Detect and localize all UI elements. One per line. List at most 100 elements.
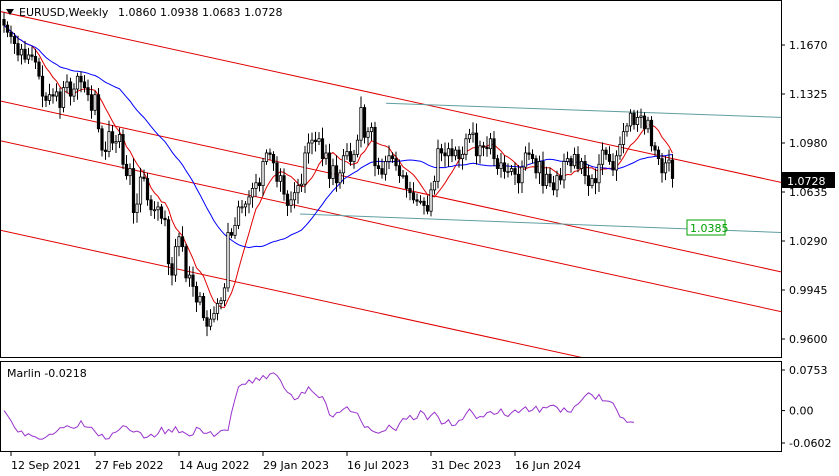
candle-body: [527, 152, 531, 155]
candle: [625, 123, 629, 137]
candle: [362, 104, 367, 144]
time-tick-label: 16 Jul 2023: [347, 459, 409, 472]
indicator-tick-label: 0.00: [789, 405, 814, 418]
time-axis: 12 Sep 2021 27 Feb 2022 14 Aug 2022 29 Jan …: [10, 451, 581, 472]
candle-body: [177, 236, 181, 248]
candle-body: [254, 182, 258, 189]
candle-body: [464, 138, 468, 155]
candle-body: [572, 153, 577, 167]
candle-body: [621, 131, 626, 145]
candle: [184, 243, 188, 283]
candle: [432, 175, 437, 195]
candle: [579, 157, 584, 175]
candle-body: [331, 165, 335, 179]
candle: [523, 146, 528, 171]
candle-body: [268, 152, 272, 155]
candle-body: [562, 161, 566, 181]
candle: [572, 147, 577, 169]
candle: [180, 226, 185, 252]
candle: [2, 12, 6, 33]
candle: [390, 152, 395, 163]
candle-body: [548, 173, 552, 184]
candle-body: [544, 173, 549, 187]
candle-body: [453, 149, 458, 157]
candle: [149, 195, 153, 216]
candle: [551, 175, 556, 196]
candle-body: [457, 149, 461, 160]
candle: [509, 164, 514, 176]
candle-body: [394, 158, 398, 167]
candle-body: [642, 115, 647, 130]
candle: [373, 121, 377, 177]
candle: [334, 155, 339, 192]
price-tick-label: 1.1670: [789, 39, 828, 52]
candle: [324, 144, 328, 165]
candle-body: [492, 138, 496, 160]
candle-body: [226, 232, 230, 289]
candle: [82, 75, 87, 93]
candle-body: [369, 126, 374, 133]
candle: [166, 216, 171, 276]
candle-body: [401, 175, 405, 178]
symbol-menu-arrow-icon[interactable]: [6, 9, 14, 15]
candle: [415, 193, 419, 206]
candle: [261, 157, 265, 196]
candle-body: [628, 112, 633, 127]
candle: [534, 155, 538, 179]
candle: [30, 46, 34, 61]
current-price-text: 1.0728: [787, 175, 826, 188]
candle: [537, 155, 542, 184]
candle: [359, 96, 363, 148]
candle-body: [170, 263, 174, 276]
candle-body: [261, 161, 265, 187]
candle: [569, 155, 573, 173]
main-panel-frame: [0, 0, 782, 358]
candle: [660, 153, 664, 183]
candle: [506, 163, 510, 178]
candle-body: [201, 295, 206, 319]
candle-body: [397, 165, 402, 177]
candle: [47, 83, 52, 105]
candle: [369, 122, 374, 141]
candle-body: [499, 162, 503, 169]
candle-body: [131, 168, 136, 213]
candle-body: [114, 141, 118, 144]
candle-body: [271, 153, 276, 164]
candle-body: [292, 192, 297, 201]
candle-body: [439, 148, 444, 154]
candle: [278, 168, 283, 192]
candle: [19, 43, 24, 65]
candle: [464, 133, 468, 161]
candle-body: [166, 219, 171, 265]
candle: [460, 146, 465, 170]
candle-body: [33, 55, 38, 63]
candle-body: [152, 209, 157, 212]
candle: [170, 256, 174, 286]
candle: [411, 182, 416, 204]
candle: [614, 150, 619, 181]
candle-body: [247, 196, 251, 205]
candle: [205, 310, 209, 337]
candle-body: [422, 200, 426, 206]
candle-body: [285, 193, 290, 206]
candle: [590, 174, 594, 189]
candle-body: [93, 94, 97, 111]
candle: [422, 197, 426, 215]
price-tick-label: 1.0290: [789, 235, 828, 248]
candle: [667, 149, 671, 172]
candle: [310, 132, 314, 155]
candle-body: [303, 152, 307, 185]
candle: [40, 65, 45, 108]
candle-body: [418, 200, 423, 203]
candle: [394, 151, 398, 171]
candle-body: [663, 162, 668, 174]
candle-body: [212, 313, 216, 320]
candle: [331, 158, 335, 186]
candle: [604, 147, 608, 160]
candle: [264, 149, 269, 165]
candle: [114, 134, 118, 153]
candle: [621, 122, 626, 154]
candle: [320, 127, 325, 167]
candle-body: [145, 178, 150, 201]
candle: [485, 136, 489, 157]
